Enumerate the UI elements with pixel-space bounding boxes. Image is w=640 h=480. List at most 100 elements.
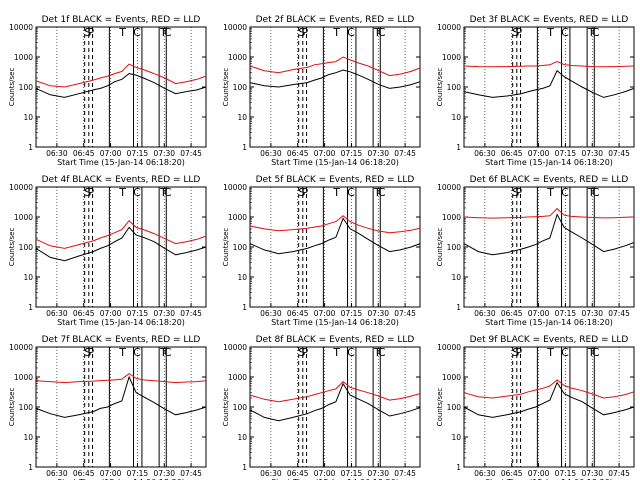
interval-marker-label: P	[87, 26, 94, 39]
x-tick-label: 07:45	[394, 149, 416, 158]
interval-marker-label: C	[347, 346, 355, 359]
interval-marker-label: P	[301, 26, 308, 39]
x-tick-label: 06:45	[287, 469, 309, 478]
interval-marker-label: T	[373, 26, 381, 39]
y-tick-label: 1	[242, 143, 247, 152]
interval-marker-label: C	[592, 346, 600, 359]
y-tick-label: 100	[233, 403, 248, 412]
panel-title: Det 5f BLACK = Events, RED = LLD	[256, 175, 415, 185]
interval-marker-label: S	[512, 26, 519, 39]
y-tick-label: 1	[456, 143, 461, 152]
y-tick-label: 10000	[9, 183, 33, 192]
x-tick-label: 07:00	[528, 309, 550, 318]
x-tick-label: 07:00	[314, 149, 336, 158]
x-axis-label: Start Time (15-Jan-14 06:18:20)	[57, 158, 185, 167]
x-tick-label: 07:45	[608, 149, 630, 158]
panel-title: Det 6f BLACK = Events, RED = LLD	[470, 175, 629, 185]
x-tick-label: 06:45	[73, 469, 95, 478]
x-tick-label: 06:45	[287, 149, 309, 158]
series-lld-line	[35, 219, 207, 249]
x-tick-label: 07:15	[127, 309, 149, 318]
x-tick-label: 07:45	[608, 309, 630, 318]
x-tick-label: 07:00	[100, 149, 122, 158]
x-tick-label: 07:45	[180, 469, 202, 478]
interval-marker-label: T	[118, 346, 126, 359]
x-tick-label: 07:15	[341, 309, 363, 318]
y-tick-label: 1000	[228, 213, 247, 222]
plot-frame	[463, 186, 635, 308]
y-tick-label: 10000	[223, 343, 247, 352]
interval-marker-label: S	[298, 346, 305, 359]
plot-frame	[249, 346, 421, 468]
y-tick-label: 10	[23, 273, 33, 282]
interval-marker-label: P	[301, 346, 308, 359]
interval-marker-label: C	[164, 26, 172, 39]
y-axis-label: Counts/sec	[8, 388, 16, 427]
x-axis-label: Start Time (15-Jan-14 06:18:20)	[485, 478, 613, 480]
y-tick-label: 10	[237, 433, 247, 442]
series-events-line	[35, 73, 207, 98]
y-axis-label: Counts/sec	[222, 68, 230, 107]
y-tick-label: 10	[23, 433, 33, 442]
x-axis-label: Start Time (15-Jan-14 06:18:20)	[57, 318, 185, 327]
x-tick-label: 07:45	[180, 149, 202, 158]
interval-marker-label: S	[512, 346, 519, 359]
y-tick-label: 1000	[442, 373, 461, 382]
y-tick-label: 100	[19, 83, 34, 92]
y-tick-label: 10000	[437, 183, 461, 192]
interval-marker-label: T	[587, 346, 595, 359]
x-tick-label: 06:30	[46, 149, 68, 158]
interval-marker-label: C	[378, 346, 386, 359]
x-axis-label: Start Time (15-Jan-14 06:18:20)	[271, 478, 399, 480]
interval-marker-label: T	[118, 26, 126, 39]
interval-marker-label: P	[515, 346, 522, 359]
interval-marker-label: S	[298, 26, 305, 39]
interval-marker-label: P	[515, 26, 522, 39]
y-tick-label: 10	[237, 113, 247, 122]
y-axis-label: Counts/sec	[222, 228, 230, 267]
panel-title: Det 2f BLACK = Events, RED = LLD	[256, 15, 415, 25]
series-lld-line	[463, 379, 635, 399]
x-tick-label: 06:45	[501, 149, 523, 158]
interval-marker-label: S	[84, 26, 91, 39]
y-tick-label: 100	[233, 83, 248, 92]
y-tick-label: 100	[233, 243, 248, 252]
y-tick-label: 1000	[228, 373, 247, 382]
plot-frame	[249, 186, 421, 308]
x-tick-label: 06:30	[474, 149, 496, 158]
interval-marker-label: C	[592, 26, 600, 39]
interval-marker-label: S	[298, 186, 305, 199]
x-tick-label: 07:45	[394, 469, 416, 478]
x-tick-label: 07:15	[341, 149, 363, 158]
x-tick-label: 07:30	[581, 149, 603, 158]
x-tick-label: 06:45	[501, 469, 523, 478]
interval-marker-label: T	[332, 26, 340, 39]
y-tick-label: 1	[456, 463, 461, 472]
interval-marker-label: P	[515, 186, 522, 199]
y-tick-label: 100	[19, 243, 34, 252]
y-tick-label: 10000	[437, 23, 461, 32]
x-tick-label: 07:15	[555, 469, 577, 478]
interval-marker-label: C	[164, 346, 172, 359]
y-tick-label: 10	[237, 273, 247, 282]
series-events-line	[249, 69, 421, 89]
series-events-line	[35, 226, 207, 262]
x-tick-label: 07:00	[100, 469, 122, 478]
panel-title: Det 8f BLACK = Events, RED = LLD	[256, 335, 415, 345]
plot-frame	[35, 346, 207, 468]
interval-marker-label: C	[561, 346, 569, 359]
interval-marker-label: S	[84, 186, 91, 199]
panel-title: Det 9f BLACK = Events, RED = LLD	[470, 335, 629, 345]
y-axis-label: Counts/sec	[436, 228, 444, 267]
x-tick-label: 06:30	[46, 469, 68, 478]
x-tick-label: 07:30	[153, 309, 175, 318]
interval-marker-label: T	[587, 26, 595, 39]
y-axis-label: Counts/sec	[8, 68, 16, 107]
plot-frame	[463, 26, 635, 148]
x-tick-label: 07:15	[555, 149, 577, 158]
